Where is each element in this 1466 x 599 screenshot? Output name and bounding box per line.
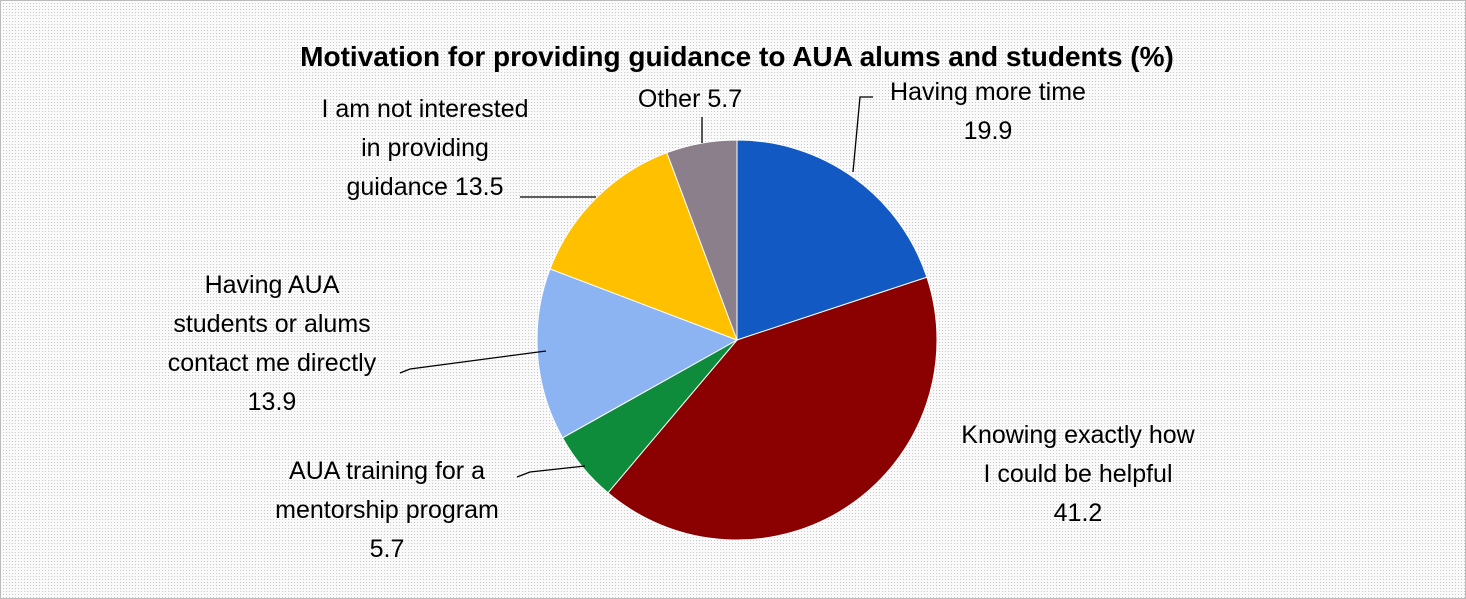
leader-line xyxy=(852,96,873,173)
data-label: Other 5.7 xyxy=(638,85,742,113)
data-label: Having AUA students or alums contact me di… xyxy=(168,271,377,416)
value-label: 5.7 xyxy=(707,85,742,113)
value-label: 5.7 xyxy=(370,535,405,563)
leader-line xyxy=(399,350,547,374)
value-label: 13.9 xyxy=(248,388,297,416)
pie-slice xyxy=(549,152,738,341)
pie-slice xyxy=(607,276,938,541)
value-label: 13.5 xyxy=(455,173,504,201)
data-label: I am not interested in providing guidance … xyxy=(321,95,528,201)
data-label: AUA training for a mentorship program 5.7 xyxy=(275,457,499,563)
leader-line xyxy=(516,465,586,478)
value-label: 41.2 xyxy=(1054,499,1103,527)
chart-title: Motivation for providing guidance to AUA… xyxy=(300,41,1174,72)
data-label: Knowing exactly how I could be helpful 41.… xyxy=(961,421,1195,527)
pie-slice xyxy=(536,268,739,439)
value-label: 19.9 xyxy=(964,117,1013,145)
pie-slice xyxy=(666,139,738,341)
data-label: Having more time 19.9 xyxy=(890,78,1086,145)
pie-slice xyxy=(736,139,928,341)
